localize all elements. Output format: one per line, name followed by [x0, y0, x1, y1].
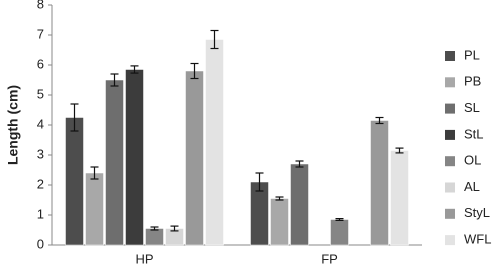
legend-label: StL	[464, 126, 484, 141]
bar	[205, 39, 224, 246]
error-bar	[170, 225, 179, 232]
legend-label: PL	[464, 47, 480, 62]
legend-label: WFL	[464, 232, 491, 247]
legend-swatch	[445, 103, 455, 114]
error-bar	[295, 160, 304, 168]
bar	[330, 219, 349, 246]
bar	[290, 163, 309, 246]
x-tick-label: HP	[135, 251, 153, 266]
error-bar	[190, 62, 199, 80]
bar	[185, 70, 204, 246]
legend-label: SL	[464, 100, 480, 115]
error-bar	[255, 172, 264, 192]
error-bar	[395, 147, 404, 154]
error-bar	[210, 29, 219, 50]
y-tick-label: 4	[37, 116, 44, 131]
y-axis-label: Length (cm)	[5, 85, 21, 165]
bar	[85, 172, 104, 246]
bar	[105, 79, 124, 246]
legend-label: PB	[464, 74, 481, 89]
legend-swatch	[445, 156, 455, 167]
legend-label: AL	[464, 179, 480, 194]
error-bar	[335, 218, 344, 221]
bar	[145, 228, 164, 246]
legend-swatch	[445, 129, 455, 140]
legend-swatch	[445, 182, 455, 193]
error-bar	[90, 166, 99, 180]
error-bar	[275, 196, 284, 201]
legend-swatch	[445, 77, 455, 88]
legend-label: OL	[464, 153, 481, 168]
y-tick-label: 0	[37, 236, 44, 251]
bar	[65, 117, 84, 246]
y-tick-label: 8	[37, 0, 44, 11]
y-tick-label: 3	[37, 146, 44, 161]
error-bar	[150, 226, 159, 231]
y-tick-label: 1	[37, 206, 44, 221]
legend-swatch	[445, 235, 455, 246]
error-bar	[375, 116, 384, 125]
y-tick-label: 5	[37, 86, 44, 101]
bar	[370, 120, 389, 246]
bar	[125, 69, 144, 246]
y-tick-label: 7	[37, 26, 44, 41]
bar	[390, 150, 409, 246]
error-bar	[70, 103, 79, 132]
legend-swatch	[445, 208, 455, 219]
bar	[270, 198, 289, 246]
legend-swatch	[445, 51, 455, 61]
legend-label: StyL	[464, 205, 490, 220]
y-tick-label: 6	[37, 56, 44, 71]
y-tick-label: 2	[37, 176, 44, 191]
x-tick-label: FP	[321, 251, 338, 266]
error-bar	[110, 73, 119, 87]
error-bar	[130, 65, 139, 74]
